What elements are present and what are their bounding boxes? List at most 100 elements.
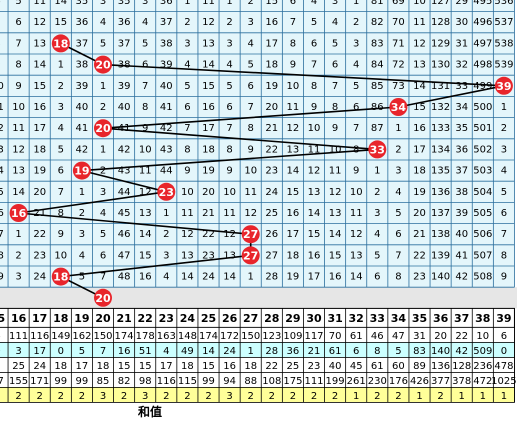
omission-count: 14 bbox=[287, 166, 300, 177]
sum-ball bbox=[94, 119, 112, 138]
omission-count: 7 bbox=[395, 250, 401, 261]
sum-ball-label: 20 bbox=[95, 122, 111, 135]
omission-count: 3 bbox=[395, 166, 401, 177]
omission-count: 9 bbox=[501, 272, 507, 283]
omission-count: 37 bbox=[76, 38, 89, 49]
omission-count: 12 bbox=[308, 166, 321, 177]
stat-value: 174 bbox=[115, 331, 134, 342]
sum-ball-label: 23 bbox=[159, 186, 174, 199]
stat-value: 2 bbox=[58, 391, 64, 402]
stat-value: 28 bbox=[265, 346, 278, 357]
column-header: 22 bbox=[138, 312, 153, 325]
omission-count: 36 bbox=[118, 17, 131, 28]
omission-count: 35 bbox=[118, 0, 131, 7]
omission-count: 11 bbox=[413, 17, 426, 28]
omission-count: 5 bbox=[248, 60, 254, 71]
omission-count: 18 bbox=[0, 250, 4, 261]
stat-value: 176 bbox=[389, 376, 408, 387]
omission-count: 15 bbox=[265, 0, 278, 7]
omission-count: 5 bbox=[142, 38, 148, 49]
omission-count: 11 bbox=[308, 144, 321, 155]
omission-count: 2 bbox=[226, 17, 232, 28]
stat-value: 51 bbox=[139, 346, 152, 357]
stat-value: 116 bbox=[30, 331, 49, 342]
omission-count: 4 bbox=[184, 60, 190, 71]
omission-count: 1 bbox=[184, 0, 190, 7]
stat-value: 174 bbox=[199, 331, 218, 342]
omission-count: 18 bbox=[413, 166, 426, 177]
omission-count: 4 bbox=[395, 187, 401, 198]
omission-count: 13 bbox=[223, 250, 236, 261]
stat-value: 149 bbox=[51, 331, 70, 342]
omission-count: 44 bbox=[118, 187, 131, 198]
omission-count: 8 bbox=[353, 144, 359, 155]
omission-count: 30 bbox=[455, 17, 468, 28]
stat-value: 178 bbox=[136, 331, 155, 342]
stat-value: 60 bbox=[392, 361, 405, 372]
omission-count: 1 bbox=[226, 0, 232, 7]
omission-count: 4 bbox=[353, 60, 359, 71]
sum-ball bbox=[494, 76, 513, 95]
omission-count: 6 bbox=[58, 166, 64, 177]
stat-value: 155 bbox=[9, 376, 28, 387]
column-header: 31 bbox=[327, 312, 342, 325]
column-header: 19 bbox=[74, 312, 89, 325]
omission-count: 4 bbox=[332, 17, 338, 28]
column-header: 34 bbox=[391, 312, 407, 325]
stat-value: 1 bbox=[353, 391, 359, 402]
stat-value: 83 bbox=[413, 346, 426, 357]
omission-count: 9 bbox=[311, 102, 317, 113]
sum-ball-label: 18 bbox=[53, 271, 68, 284]
omission-count: 10 bbox=[413, 0, 426, 7]
omission-count: 3 bbox=[226, 38, 232, 49]
omission-count: 42 bbox=[455, 272, 468, 283]
stat-value: 2 bbox=[0, 391, 1, 402]
omission-count: 19 bbox=[413, 187, 426, 198]
omission-count: 16 bbox=[33, 102, 46, 113]
sum-ball bbox=[51, 267, 70, 286]
stat-value: 1 bbox=[248, 346, 254, 357]
omission-count: 19 bbox=[33, 166, 46, 177]
omission-count: 504 bbox=[473, 187, 492, 198]
omission-count: 11 bbox=[350, 208, 363, 219]
omission-count: 138 bbox=[431, 229, 450, 240]
omission-count: 15 bbox=[287, 187, 300, 198]
stat-value: 25 bbox=[287, 361, 300, 372]
omission-count: 14 bbox=[0, 166, 4, 177]
omission-count: 22 bbox=[413, 250, 426, 261]
omission-count: 10 bbox=[0, 81, 4, 92]
omission-count: 43 bbox=[160, 144, 173, 155]
omission-count: 130 bbox=[431, 60, 450, 71]
omission-count: 44 bbox=[160, 166, 173, 177]
omission-count: 9 bbox=[332, 123, 338, 134]
omission-count: 2 bbox=[100, 166, 106, 177]
omission-count: 2 bbox=[79, 208, 85, 219]
omission-count: 12 bbox=[139, 187, 152, 198]
stat-value: 2 bbox=[290, 391, 296, 402]
omission-count: 3 bbox=[163, 250, 169, 261]
column-header: 36 bbox=[433, 312, 449, 325]
omission-count: 33 bbox=[455, 81, 468, 92]
stat-value: 377 bbox=[431, 376, 450, 387]
omission-count: 11 bbox=[0, 102, 4, 113]
stat-value: 2 bbox=[395, 391, 401, 402]
stat-value: 61 bbox=[350, 331, 363, 342]
omission-count: 3 bbox=[100, 187, 106, 198]
omission-count: 1 bbox=[15, 229, 21, 240]
omission-count: 35 bbox=[76, 0, 89, 7]
omission-count: 9 bbox=[226, 166, 232, 177]
stat-value: 22 bbox=[265, 361, 278, 372]
omission-count: 26 bbox=[265, 229, 278, 240]
stat-value: 117 bbox=[304, 331, 323, 342]
omission-count: 135 bbox=[431, 166, 450, 177]
omission-count: 8 bbox=[226, 144, 232, 155]
stat-value: 236 bbox=[473, 361, 492, 372]
omission-count: 16 bbox=[202, 102, 215, 113]
omission-count: 7 bbox=[15, 38, 21, 49]
omission-count: 139 bbox=[431, 250, 450, 261]
omission-count: 31 bbox=[455, 38, 468, 49]
omission-count: 9 bbox=[184, 166, 190, 177]
stat-value: 23 bbox=[308, 361, 321, 372]
stat-value: 15 bbox=[202, 361, 215, 372]
stat-value: 2 bbox=[121, 391, 127, 402]
